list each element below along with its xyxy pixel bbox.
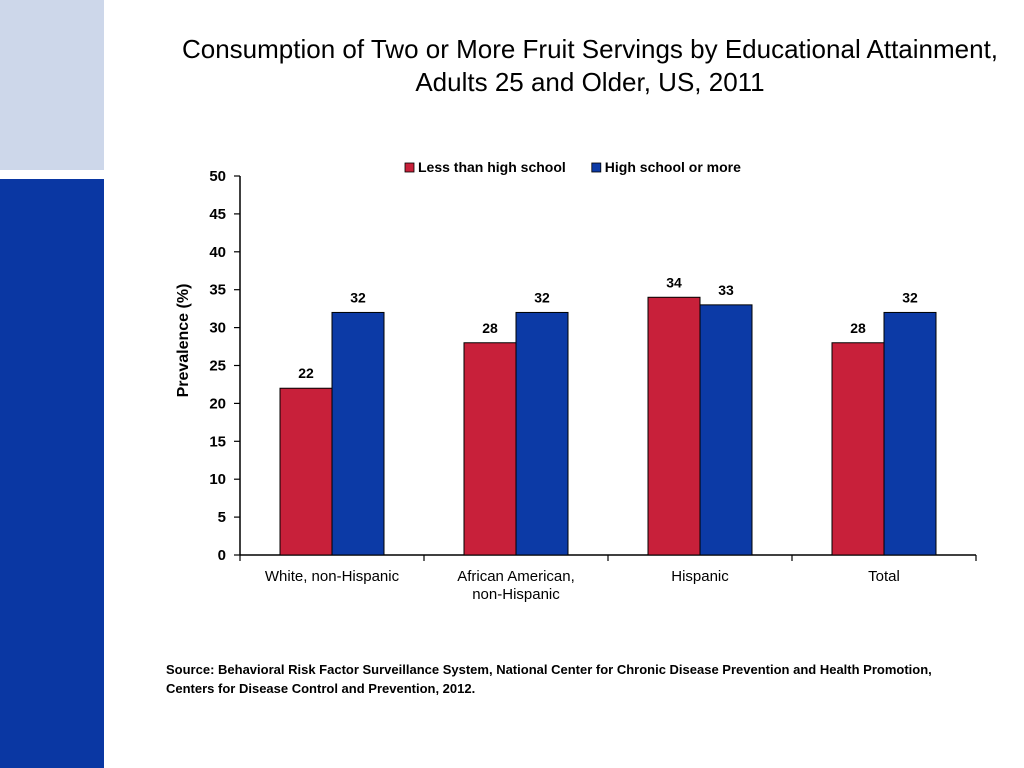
- bar-data-label: 32: [534, 289, 550, 305]
- y-tick-label: 40: [209, 244, 226, 261]
- y-tick-label: 30: [209, 320, 226, 337]
- bar: [515, 311, 569, 556]
- x-tick-label: African American,: [457, 568, 575, 585]
- x-tick-label: Total: [868, 568, 900, 585]
- legend-swatch: [591, 162, 602, 173]
- bar: [331, 311, 385, 556]
- x-tick-label: White, non-Hispanic: [265, 568, 400, 585]
- y-tick-label: 5: [218, 509, 226, 526]
- bar: [831, 342, 885, 556]
- bar-data-label: 28: [482, 320, 498, 336]
- y-tick-label: 20: [209, 395, 226, 412]
- y-tick-label: 50: [209, 168, 226, 185]
- y-tick-label: 0: [218, 547, 226, 564]
- y-tick-label: 45: [209, 206, 226, 223]
- legend-label: High school or more: [605, 159, 741, 175]
- bar-data-label: 32: [902, 289, 918, 305]
- y-tick-label: 15: [209, 433, 226, 450]
- source-note: Source: Behavioral Risk Factor Surveilla…: [166, 662, 932, 696]
- x-tick-label: non-Hispanic: [472, 586, 560, 603]
- bar: [883, 311, 937, 556]
- y-tick-label: 35: [209, 282, 226, 299]
- x-tick-label: Hispanic: [671, 568, 729, 585]
- bar: [647, 296, 701, 556]
- sidebar-dark-panel: [0, 179, 104, 768]
- bar: [699, 304, 753, 556]
- legend-swatch: [404, 162, 415, 173]
- y-tick-label: 10: [209, 471, 226, 488]
- y-tick-label: 25: [209, 358, 226, 375]
- bar: [279, 387, 333, 556]
- bar-data-label: 32: [350, 289, 366, 305]
- bar: [463, 342, 517, 556]
- bar-data-label: 28: [850, 320, 866, 336]
- y-axis-label: Prevalence (%): [175, 284, 192, 398]
- bar-data-label: 33: [718, 282, 734, 298]
- sidebar-light-panel: [0, 0, 104, 170]
- bar-data-label: 34: [666, 274, 682, 290]
- legend-label: Less than high school: [418, 159, 566, 175]
- bar-data-label: 22: [298, 365, 314, 381]
- slide-title: Consumption of Two or More Fruit Serving…: [181, 34, 999, 97]
